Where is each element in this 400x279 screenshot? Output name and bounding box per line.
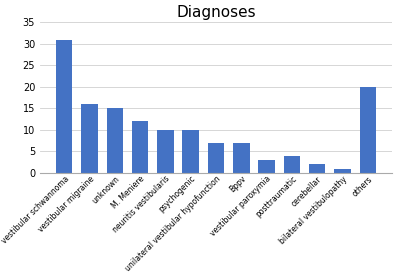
Bar [157,130,174,173]
Bar [81,104,98,173]
Bar [56,40,72,173]
Bar [233,143,250,173]
Bar [258,160,275,173]
Bar [106,109,123,173]
Bar [334,169,351,173]
Title: Diagnoses: Diagnoses [176,5,256,20]
Bar [284,156,300,173]
Bar [309,164,326,173]
Bar [182,130,199,173]
Bar [208,143,224,173]
Bar [132,121,148,173]
Bar [360,87,376,173]
